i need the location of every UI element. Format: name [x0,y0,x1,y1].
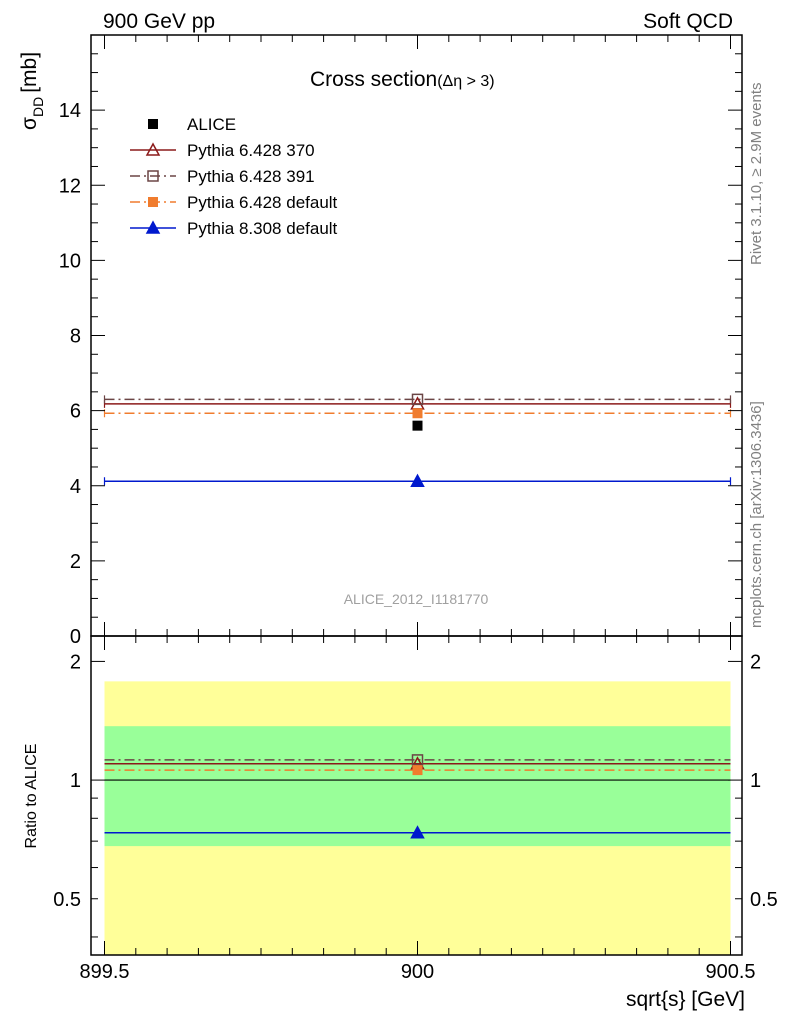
legend-marker [148,119,158,129]
main-y-tick-label: 2 [70,551,81,573]
main-y-axis-label: σDD [mb] [18,52,46,130]
chart-title-main: Cross section [310,68,437,91]
header-left-label: 900 GeV pp [103,10,215,33]
ratio-axes: 0.5 0.5 1 1 2 2 899.5 900 900.5 [53,635,778,983]
legend-item: Pythia 6.428 391 [130,167,315,186]
analysis-id-watermark: ALICE_2012_I1181770 [344,591,489,607]
main-axes: 0 2 4 6 8 10 12 14 [59,34,743,648]
main-data-point [412,420,423,431]
chart-title: Cross section(Δη > 3) [310,68,495,91]
legend-marker [148,197,158,207]
x-tick-label: 900.5 [705,961,755,983]
ratio-y-axis-label: Ratio to ALICE [23,744,40,849]
legend-label: Pythia 6.428 391 [187,167,315,186]
main-data-point [410,473,425,487]
legend: ALICE Pythia 6.428 370 Pythia 6.428 391 Pyt… [130,115,338,238]
ratio-data-point [411,754,424,766]
y-label-subscript: DD [30,97,46,117]
main-series-markers [410,393,425,487]
ratio-y-tick-label-left: 1 [70,770,81,792]
main-data-point [411,393,424,406]
main-y-tick-label: 4 [70,476,81,498]
x-tick-label: 900 [401,961,434,983]
legend-marker [147,170,159,182]
y-label-symbol: σ [18,117,41,130]
main-y-tick-label: 14 [59,100,81,122]
ratio-y-tick-label-left: 2 [70,651,81,673]
main-y-tick-label: 6 [70,401,81,423]
legend-label: Pythia 6.428 370 [187,141,315,160]
ratio-data-point [410,825,425,839]
chart-title-suffix: (Δη > 3) [437,73,494,90]
x-tick-label: 899.5 [79,961,129,983]
main-data-point [412,408,423,419]
legend-item: ALICE [148,115,236,134]
ratio-uncertainty-bands [104,681,731,955]
ratio-y-tick-label-right: 2 [750,651,761,673]
ratio-frame [90,635,743,956]
legend-label: Pythia 6.428 default [187,193,338,212]
rivet-version-label: Rivet 3.1.10, ≥ 2.9M events [748,83,765,266]
main-y-tick-label: 10 [59,250,81,272]
legend-item: Pythia 8.308 default [130,219,338,238]
mcplots-label: mcplots.cern.ch [arXiv:1306.3436] [748,401,765,628]
ratio-y-tick-label-right: 0.5 [750,889,778,911]
legend-label: Pythia 8.308 default [187,219,338,238]
main-y-tick-label: 0 [70,626,81,648]
ratio-series-markers [410,754,425,839]
main-y-tick-label: 8 [70,326,81,348]
legend-marker [145,220,161,234]
legend-label: ALICE [187,115,236,134]
x-axis-label: sqrt{s} [GeV] [626,988,745,1011]
ratio-y-tick-label-left: 0.5 [53,889,81,911]
ratio-y-tick-label-right: 1 [750,770,761,792]
ratio-data-point [412,765,423,776]
legend-marker [145,142,161,156]
main-y-tick-label: 12 [59,175,81,197]
y-label-unit: [mb] [18,52,41,93]
legend-item: Pythia 6.428 370 [130,141,315,160]
legend-item: Pythia 6.428 default [130,193,338,212]
header-right-label: Soft QCD [643,10,733,33]
